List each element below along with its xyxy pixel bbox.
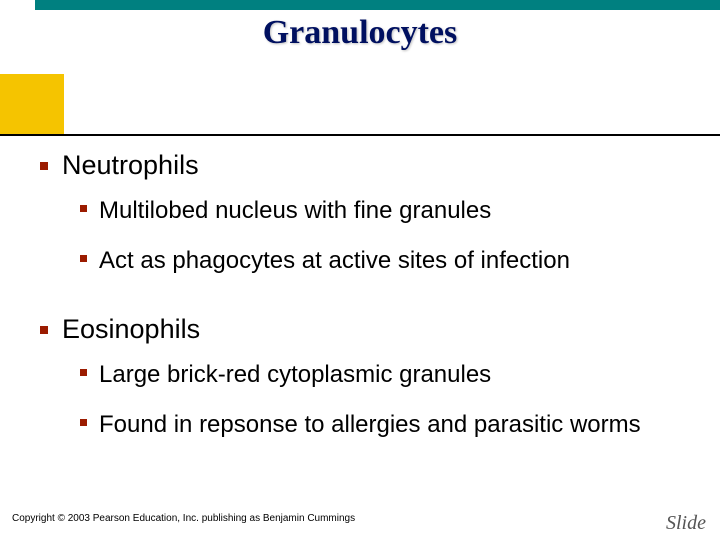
bullet-icon: [80, 369, 87, 376]
list-item-label: Eosinophils: [62, 314, 200, 345]
accent-box: [0, 74, 64, 136]
list-item: Eosinophils: [40, 314, 690, 345]
copyright-text: Copyright © 2003 Pearson Education, Inc.…: [12, 513, 355, 524]
page-title: Granulocytes: [0, 14, 720, 52]
bullet-icon: [80, 255, 87, 262]
bullet-icon: [80, 419, 87, 426]
slide-number: Slide: [666, 514, 706, 533]
bullet-icon: [40, 326, 48, 334]
list-item: Large brick-red cytoplasmic granules: [80, 359, 690, 391]
list-item-label: Found in repsonse to allergies and paras…: [99, 409, 641, 441]
bullet-icon: [80, 205, 87, 212]
list-item: Multilobed nucleus with fine granules: [80, 195, 690, 227]
list-item-label: Act as phagocytes at active sites of inf…: [99, 245, 570, 277]
list-item-label: Large brick-red cytoplasmic granules: [99, 359, 491, 391]
list-item: Neutrophils: [40, 150, 690, 181]
bullet-icon: [40, 162, 48, 170]
list-item-label: Multilobed nucleus with fine granules: [99, 195, 491, 227]
content-body: Neutrophils Multilobed nucleus with fine…: [40, 150, 690, 460]
top-accent-bar: [35, 0, 720, 10]
list-item: Act as phagocytes at active sites of inf…: [80, 245, 690, 277]
list-item: Found in repsonse to allergies and paras…: [80, 409, 690, 441]
list-item-label: Neutrophils: [62, 150, 199, 181]
horizontal-divider: [0, 134, 720, 136]
